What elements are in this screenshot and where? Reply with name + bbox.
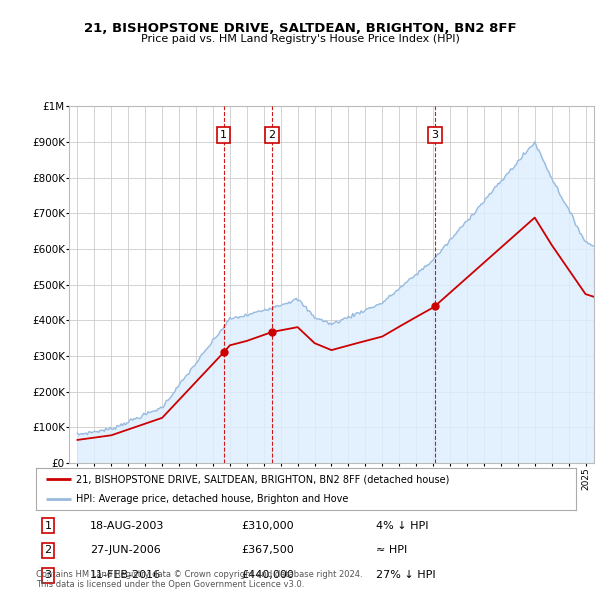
Text: Price paid vs. HM Land Registry's House Price Index (HPI): Price paid vs. HM Land Registry's House … <box>140 34 460 44</box>
Text: 3: 3 <box>431 130 439 140</box>
Text: 1: 1 <box>220 130 227 140</box>
Text: HPI: Average price, detached house, Brighton and Hove: HPI: Average price, detached house, Brig… <box>77 494 349 504</box>
Text: 21, BISHOPSTONE DRIVE, SALTDEAN, BRIGHTON, BN2 8FF (detached house): 21, BISHOPSTONE DRIVE, SALTDEAN, BRIGHTO… <box>77 474 450 484</box>
Text: 1: 1 <box>44 520 52 530</box>
Text: 27-JUN-2006: 27-JUN-2006 <box>90 546 161 555</box>
Text: 3: 3 <box>44 571 52 581</box>
Text: £440,000: £440,000 <box>241 571 294 581</box>
Text: 21, BISHOPSTONE DRIVE, SALTDEAN, BRIGHTON, BN2 8FF: 21, BISHOPSTONE DRIVE, SALTDEAN, BRIGHTO… <box>83 22 517 35</box>
Text: 2: 2 <box>44 546 52 555</box>
Text: 11-FEB-2016: 11-FEB-2016 <box>90 571 161 581</box>
Text: ≈ HPI: ≈ HPI <box>376 546 407 555</box>
Text: £367,500: £367,500 <box>241 546 294 555</box>
Text: 2: 2 <box>268 130 275 140</box>
Text: £310,000: £310,000 <box>241 520 294 530</box>
Text: 18-AUG-2003: 18-AUG-2003 <box>90 520 164 530</box>
Text: 27% ↓ HPI: 27% ↓ HPI <box>376 571 436 581</box>
Text: 4% ↓ HPI: 4% ↓ HPI <box>376 520 428 530</box>
Text: Contains HM Land Registry data © Crown copyright and database right 2024.
This d: Contains HM Land Registry data © Crown c… <box>36 570 362 589</box>
